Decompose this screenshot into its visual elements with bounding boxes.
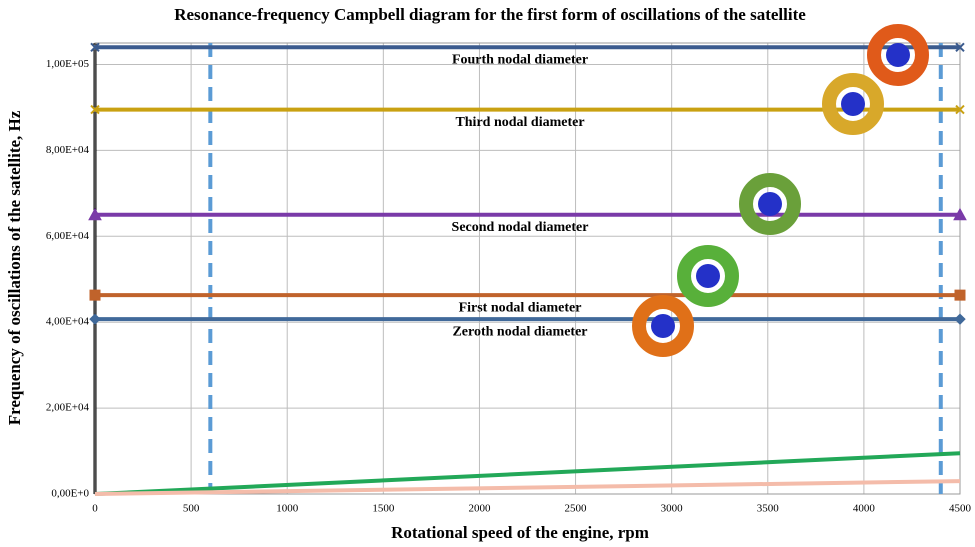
x-tick-label: 1000 xyxy=(276,503,299,515)
x-tick-label: 4500 xyxy=(949,503,972,515)
y-tick-label: 2,00E+04 xyxy=(46,402,90,414)
chart-title: Resonance-frequency Campbell diagram for… xyxy=(174,5,806,24)
x-tick-label: 0 xyxy=(92,503,98,515)
background xyxy=(0,0,975,547)
x-tick-label: 3000 xyxy=(661,503,684,515)
gear-hub xyxy=(758,192,782,216)
y-axis-label: Frequency of oscillations of the satelli… xyxy=(5,110,24,425)
x-tick-label: 1500 xyxy=(372,503,395,515)
marker xyxy=(955,290,965,300)
page: {"chart_data":{"type":"line", "title":"R… xyxy=(0,0,975,547)
line-label: Fourth nodal diameter xyxy=(452,53,588,68)
x-tick-label: 2000 xyxy=(468,503,491,515)
y-tick-label: 6,00E+04 xyxy=(46,230,90,242)
line-label: Second nodal diameter xyxy=(452,220,589,235)
line-label: Third nodal diameter xyxy=(455,115,584,130)
x-tick-label: 3500 xyxy=(757,503,780,515)
marker xyxy=(90,290,100,300)
y-tick-label: 0,00E+0 xyxy=(51,488,89,500)
gear-hub xyxy=(886,43,910,67)
y-tick-label: 8,00E+04 xyxy=(46,144,90,156)
x-tick-label: 2500 xyxy=(565,503,588,515)
x-axis-label: Rotational speed of the engine, rpm xyxy=(391,523,649,542)
gear-hub xyxy=(841,92,865,116)
line-label: Zeroth nodal diameter xyxy=(452,324,587,339)
x-tick-label: 500 xyxy=(183,503,200,515)
x-tick-label: 4000 xyxy=(853,503,876,515)
line-label: First nodal diameter xyxy=(459,300,582,315)
chart: Resonance-frequency Campbell diagram for… xyxy=(0,0,975,547)
gear-hub xyxy=(651,314,675,338)
y-tick-label: 1,00E+05 xyxy=(46,58,90,70)
gear-hub xyxy=(696,264,720,288)
y-tick-label: 4,00E+04 xyxy=(46,316,90,328)
